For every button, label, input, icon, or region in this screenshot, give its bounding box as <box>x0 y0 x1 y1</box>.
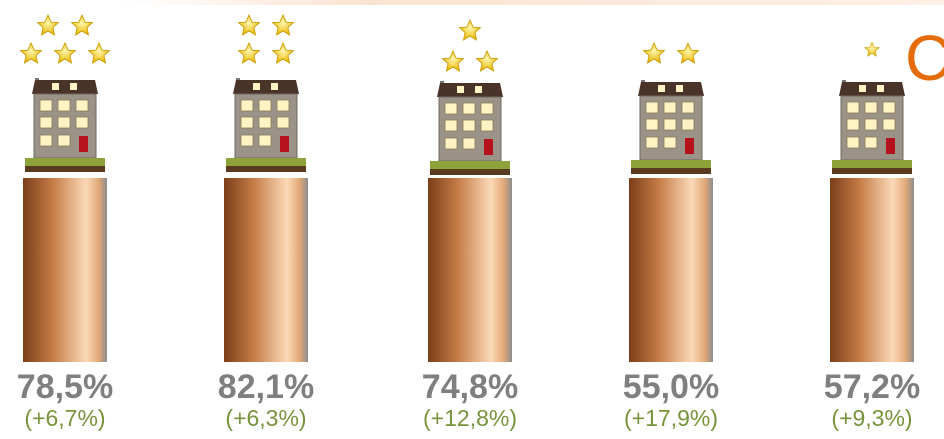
change-label: (+6,7%) <box>24 405 105 431</box>
star <box>238 42 260 64</box>
star <box>37 14 59 36</box>
star-rating <box>20 14 110 64</box>
value-label: 55,0% <box>623 368 719 406</box>
pillar <box>830 178 914 362</box>
pillar <box>428 178 512 362</box>
star <box>238 14 260 36</box>
value-label: 78,5% <box>17 368 113 406</box>
value-label: 82,1% <box>218 368 314 406</box>
pillar <box>629 178 713 362</box>
star <box>459 19 481 41</box>
top-band <box>120 0 944 5</box>
hotel-icon <box>630 79 712 175</box>
value-label: 57,2% <box>824 368 920 406</box>
hotel-icon <box>831 79 913 175</box>
column: 74,8%(+12,8%) <box>422 19 518 431</box>
star <box>442 50 464 72</box>
value-label: 74,8% <box>422 368 518 406</box>
star-rating <box>643 42 699 64</box>
change-label: (+6,3%) <box>225 405 306 431</box>
column: 55,0%(+17,9%) <box>623 42 719 431</box>
heading: C <box>905 22 944 94</box>
pillar <box>224 178 308 362</box>
star <box>476 50 498 72</box>
column: 57,2%(+9,3%) <box>824 42 920 431</box>
star <box>272 42 294 64</box>
change-label: (+17,9%) <box>624 405 718 431</box>
star <box>864 42 880 57</box>
star-rating <box>238 14 294 64</box>
column: 78,5%(+6,7%) <box>17 14 113 431</box>
star <box>272 14 294 36</box>
change-label: (+12,8%) <box>423 405 517 431</box>
star <box>643 42 665 64</box>
star <box>54 42 76 64</box>
star-rating <box>442 19 498 72</box>
hotel-icon <box>429 80 511 176</box>
change-label: (+9,3%) <box>831 405 912 431</box>
star <box>677 42 699 64</box>
hotel-icon <box>24 77 106 173</box>
hotel-icon <box>225 77 307 173</box>
star-rating <box>864 42 880 57</box>
column: 82,1%(+6,3%) <box>218 14 314 431</box>
pillar <box>23 178 107 362</box>
star <box>88 42 110 64</box>
star <box>71 14 93 36</box>
star <box>20 42 42 64</box>
